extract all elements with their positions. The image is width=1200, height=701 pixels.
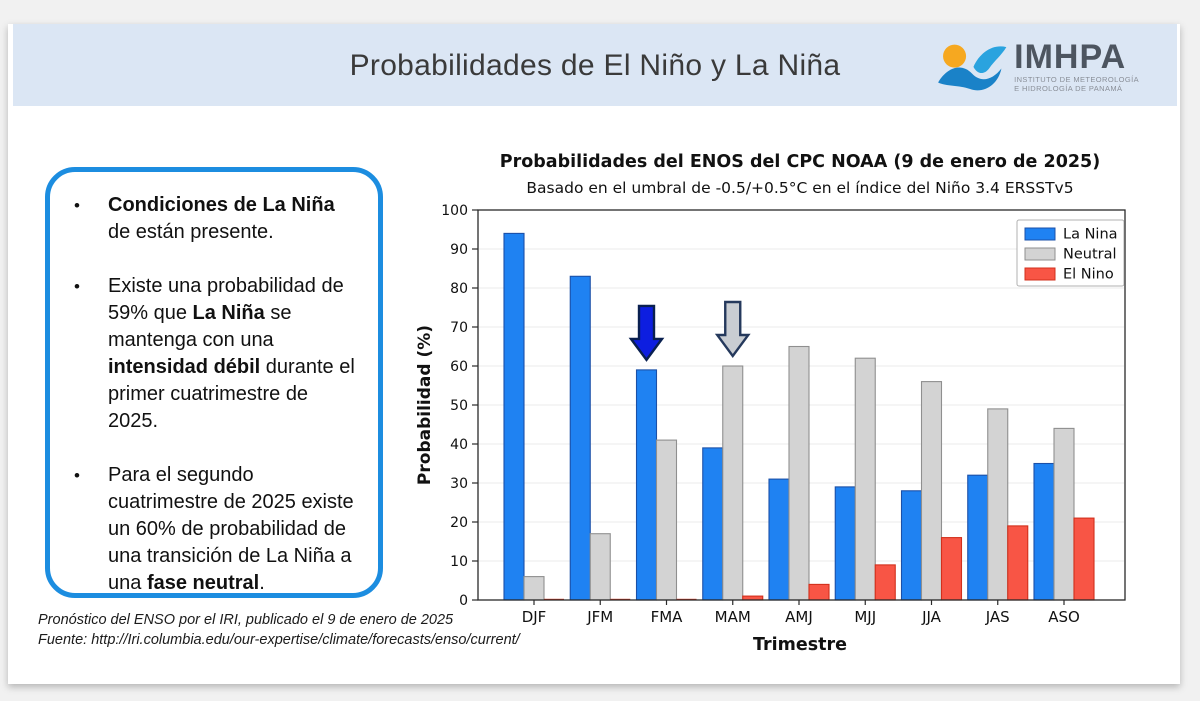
y-tick-label: 40 bbox=[450, 437, 468, 453]
bar-AMJ-neutral bbox=[788, 345, 810, 601]
y-tick-label: 20 bbox=[450, 515, 468, 531]
down-arrow-fma bbox=[628, 304, 665, 362]
bullet-dot: • bbox=[74, 196, 80, 215]
header-band: Probabilidades de El Niño y La Niña IMHP… bbox=[13, 24, 1177, 106]
y-tick-label: 70 bbox=[450, 320, 468, 336]
bar-JAS-el-nino bbox=[1007, 525, 1029, 601]
bar-MAM-la-nina bbox=[702, 447, 724, 601]
bar-ASO-la-nina bbox=[1033, 462, 1055, 601]
x-tick-label: FMA bbox=[651, 608, 684, 626]
bullet-text: Para el segundo cuatrimestre de 2025 exi… bbox=[108, 464, 354, 594]
bar-JAS-la-nina bbox=[967, 474, 989, 601]
bullet-text: Condiciones de La Niña de están presente… bbox=[108, 194, 335, 243]
page-title: Probabilidades de El Niño y La Niña bbox=[349, 49, 841, 82]
bar-MJJ-la-nina bbox=[834, 486, 856, 601]
bullet-item: • Para el segundo cuatrimestre de 2025 ex… bbox=[74, 462, 362, 597]
imhpa-subtitle-line2: E HIDROLOGÍA DE PANAMÁ bbox=[1014, 84, 1123, 93]
y-tick-label: 10 bbox=[450, 554, 468, 570]
legend-swatch-la-nina bbox=[1024, 227, 1056, 241]
bar-MAM-neutral bbox=[722, 365, 744, 601]
summary-callout: • Condiciones de La Niña de están present… bbox=[45, 167, 383, 598]
y-tick-label: 80 bbox=[450, 281, 468, 297]
bar-JJA-el-nino bbox=[940, 537, 963, 601]
x-axis-label: Trimestre bbox=[753, 635, 847, 655]
bar-ASO-neutral bbox=[1053, 427, 1075, 601]
bullet-item: • Condiciones de La Niña de están present… bbox=[74, 192, 362, 246]
bar-DJF-neutral bbox=[523, 576, 545, 601]
enso-probability-chart: Probabilidades del ENOS del CPC NOAA (9 … bbox=[408, 140, 1168, 680]
chart-subtitle: Basado en el umbral de -0.5/+0.5°C en el… bbox=[526, 179, 1073, 197]
bullet-dot: • bbox=[74, 277, 80, 296]
bullet-item: • Existe una probabilidad de 59% que La N… bbox=[74, 273, 362, 435]
down-arrow-mam bbox=[714, 300, 751, 359]
legend-label: Neutral bbox=[1063, 247, 1117, 263]
bar-FMA-neutral bbox=[655, 439, 678, 601]
imhpa-subtitle-line1: INSTITUTO DE METEOROLOGÍA bbox=[1014, 74, 1139, 84]
bar-AMJ-el-nino bbox=[808, 583, 830, 601]
bar-JAS-neutral bbox=[987, 408, 1009, 601]
legend-label: La Nina bbox=[1063, 227, 1118, 243]
imhpa-logo: IMHPA INSTITUTO DE METEOROLOGÍA E HIDROL… bbox=[934, 35, 1139, 97]
y-tick-label: 100 bbox=[441, 203, 468, 219]
x-tick-label: ASO bbox=[1048, 608, 1080, 626]
x-tick-label: JFM bbox=[586, 608, 613, 626]
x-tick-label: MAM bbox=[715, 608, 751, 626]
y-tick-label: 60 bbox=[450, 359, 468, 375]
footnote: Pronóstico del ENSO por el IRI, publicad… bbox=[38, 610, 520, 650]
imhpa-acronym: IMHPA bbox=[1014, 37, 1127, 76]
bar-MJJ-el-nino bbox=[874, 564, 896, 601]
bullet-dot: • bbox=[74, 466, 80, 485]
y-tick-label: 90 bbox=[450, 242, 468, 258]
x-tick-label: JJA bbox=[921, 608, 942, 626]
slide: Probabilidades de El Niño y La Niña IMHP… bbox=[8, 24, 1180, 684]
x-tick-label: MJJ bbox=[854, 608, 876, 626]
x-tick-label: AMJ bbox=[785, 608, 813, 626]
bar-JJA-neutral bbox=[920, 381, 943, 601]
bar-DJF-la-nina bbox=[503, 232, 525, 601]
chart-title: Probabilidades del ENOS del CPC NOAA (9 … bbox=[500, 152, 1100, 172]
imhpa-logo-text: IMHPA INSTITUTO DE METEOROLOGÍA E HIDROL… bbox=[1014, 40, 1139, 93]
bar-MJJ-neutral bbox=[854, 357, 876, 601]
bullet-text: Existe una probabilidad de 59% que La Ni… bbox=[108, 275, 355, 432]
legend-swatch-el-nino bbox=[1024, 267, 1056, 281]
summary-bullet-list: • Condiciones de La Niña de están present… bbox=[50, 172, 378, 597]
bar-FMA-la-nina bbox=[635, 369, 658, 601]
x-tick-label: JAS bbox=[985, 608, 1010, 626]
imhpa-logo-mark-icon bbox=[938, 44, 1007, 91]
bar-JJA-la-nina bbox=[900, 490, 923, 601]
footnote-line1: Pronóstico del ENSO por el IRI, publicad… bbox=[38, 612, 454, 628]
y-axis-label: Probabilidad (%) bbox=[415, 325, 435, 485]
y-tick-label: 30 bbox=[450, 476, 468, 492]
x-tick-label: DJF bbox=[522, 608, 547, 626]
bar-AMJ-la-nina bbox=[768, 478, 790, 601]
y-tick-label: 0 bbox=[459, 593, 468, 609]
footnote-line2: Fuente: http://Iri.columbia.edu/our-expe… bbox=[38, 632, 520, 648]
legend-label: El Nino bbox=[1063, 267, 1114, 283]
legend-swatch-neutral bbox=[1024, 247, 1056, 261]
bar-JFM-la-nina bbox=[569, 275, 591, 601]
bar-ASO-el-nino bbox=[1073, 517, 1095, 601]
plot-border bbox=[477, 209, 1126, 601]
y-tick-label: 50 bbox=[450, 398, 468, 414]
bar-JFM-neutral bbox=[589, 533, 611, 601]
